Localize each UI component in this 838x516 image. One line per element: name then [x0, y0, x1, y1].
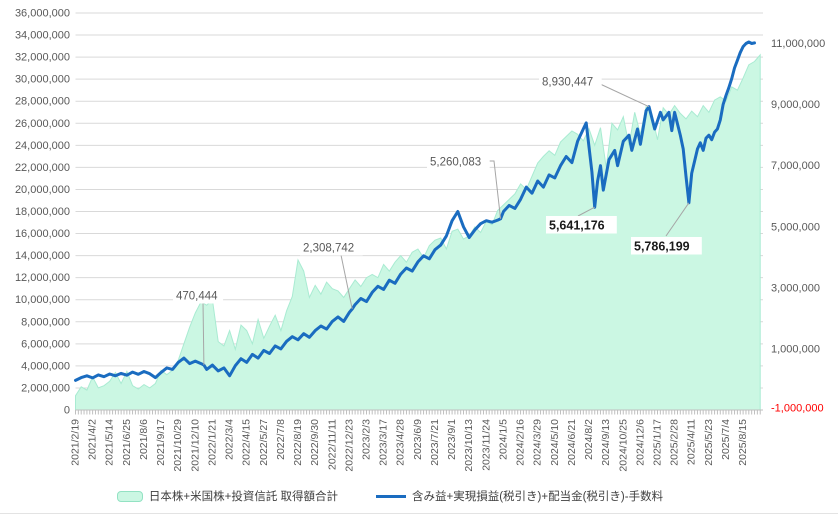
y-axis-right-label: 3,000,000	[771, 282, 820, 294]
x-axis-label: 2024/5/10	[549, 419, 561, 466]
x-axis-label: 2025/4/11	[686, 419, 698, 465]
annotation-leader	[577, 206, 595, 217]
annotation-bg	[539, 73, 602, 90]
x-axis-label: 2025/7/4	[720, 419, 732, 460]
annotation-label: 5,786,199	[634, 240, 690, 254]
annotation-label: 2,308,742	[303, 243, 354, 255]
y-axis-left-label: 26,000,000	[15, 118, 70, 130]
annotation-leader	[597, 82, 650, 108]
chart-legend: 日本株+米国株+投資信託 取得額合計 含み益+実現損益(税引き)+配当金(税引き…	[0, 488, 780, 504]
area-series-swatch	[116, 490, 143, 502]
acquisition-total-area	[75, 53, 761, 411]
chart-border	[0, 513, 838, 514]
profit-line	[74, 40, 756, 382]
x-axis-label: 2024/10/25	[617, 419, 629, 472]
x-axis-label: 2022/11/11	[326, 419, 338, 470]
x-axis-label: 2021/2/19	[70, 419, 82, 466]
legend-item-profit: 含み益+実現損益(税引き)+配当金(税引き)-手数料	[376, 488, 663, 504]
y-axis-right-label: 9,000,000	[771, 99, 820, 111]
annotation-label: 5,260,083	[430, 157, 481, 169]
x-axis-label: 2023/4/28	[395, 419, 407, 466]
x-axis-label: 2025/5/23	[703, 419, 715, 466]
y-axis-left-label: 8,000,000	[21, 316, 70, 328]
annotation-label: 5,641,176	[549, 219, 605, 233]
x-axis-label: 2021/8/6	[138, 419, 150, 460]
annotation-label: 470,444	[176, 291, 218, 303]
x-axis-label: 2021/12/10	[189, 419, 201, 472]
x-axis-label: 2025/1/17	[652, 419, 664, 466]
x-axis-label: 2023/3/17	[378, 419, 390, 466]
y-axis-left-label: 28,000,000	[15, 96, 70, 108]
chart-plot-area: 0 2,000,000 4,000,000 6,000,000 8,000,000 10,…	[15, 8, 825, 472]
y-axis-right-label: -1,000,000	[771, 403, 824, 415]
x-axis-label: 2022/7/8	[275, 419, 287, 460]
y-axis-left-label: 14,000,000	[15, 250, 70, 262]
x-axis-label: 2023/7/21	[429, 419, 441, 466]
y-axis-left-label: 10,000,000	[15, 294, 70, 306]
y-axis-left-label: 6,000,000	[21, 338, 70, 350]
x-axis-label: 2021/4/2	[87, 419, 99, 460]
x-axis-label: 2024/1/5	[497, 419, 509, 460]
line-series-swatch	[376, 494, 407, 498]
legend-label-acquisition-total: 日本株+米国株+投資信託 取得額合計	[148, 491, 339, 503]
x-axis-label: 2023/11/24	[480, 419, 492, 471]
annotation-bg	[631, 237, 702, 255]
x-axis-label: 2023/9/1	[446, 419, 458, 460]
y-axis-right-label: 11,000,000	[771, 38, 825, 50]
y-axis-left-label: 20,000,000	[15, 184, 70, 196]
x-axis-label: 2021/6/25	[121, 419, 133, 466]
x-axis-label: 2024/2/16	[515, 419, 527, 466]
x-axis-label: 2024/6/21	[566, 419, 578, 466]
annotation-label: 8,930,447	[542, 77, 593, 89]
y-axis-left-label: 22,000,000	[15, 162, 70, 174]
x-axis-label: 2022/5/27	[258, 419, 270, 466]
x-axis-label: 2024/9/13	[600, 419, 612, 466]
y-axis-left-label: 34,000,000	[15, 30, 70, 42]
y-axis-left-label: 0	[64, 405, 70, 417]
x-axis-label: 2022/4/15	[241, 419, 253, 466]
x-axis-label: 2024/3/29	[532, 419, 544, 466]
y-axis-left-label: 36,000,000	[15, 8, 70, 20]
y-axis-left-label: 18,000,000	[15, 206, 70, 218]
y-axis-left-label: 12,000,000	[15, 272, 70, 284]
x-axis-label: 2025/2/28	[669, 419, 681, 466]
x-axis-label: 2022/1/21	[206, 419, 218, 466]
y-axis-right-label: 1,000,000	[771, 343, 820, 355]
x-axis-label: 2021/5/14	[104, 419, 116, 466]
y-axis-left-label: 30,000,000	[15, 74, 70, 86]
annotation-leader	[202, 301, 205, 366]
x-axis-label: 2021/9/17	[155, 419, 167, 466]
y-axis-left-label: 2,000,000	[21, 382, 70, 394]
x-axis-label: 2022/3/4	[224, 419, 236, 460]
annotation-bg	[300, 239, 363, 256]
x-axis-label: 2022/12/23	[343, 419, 355, 472]
y-axis-right-label: 5,000,000	[771, 221, 820, 233]
x-axis-label: 2021/10/29	[172, 419, 184, 472]
y-axis-left-label: 24,000,000	[15, 140, 70, 152]
y-axis-left-label: 32,000,000	[15, 52, 70, 64]
legend-label-profit: 含み益+実現損益(税引き)+配当金(税引き)-手数料	[412, 491, 664, 503]
annotation-leader	[340, 254, 353, 310]
y-axis-left-label: 4,000,000	[21, 360, 70, 372]
annotation-bg	[173, 287, 224, 304]
annotation-bg	[546, 216, 617, 234]
x-axis-label: 2025/8/15	[737, 419, 749, 466]
annotation-leader	[665, 202, 690, 237]
x-axis-label: 2022/8/19	[292, 419, 304, 466]
x-axis-label: 2023/6/9	[412, 419, 424, 460]
x-axis-label: 2024/8/2	[583, 419, 595, 460]
x-axis-label: 2022/9/30	[309, 419, 321, 466]
x-axis-label: 2024/12/6	[634, 419, 646, 466]
annotation-bg	[427, 153, 490, 170]
y-axis-left-label: 16,000,000	[15, 228, 70, 240]
legend-item-acquisition-total: 日本株+米国株+投資信託 取得額合計	[116, 488, 339, 504]
x-axis-label: 2023/2/3	[361, 419, 373, 460]
x-axis-label: 2023/10/13	[463, 419, 475, 472]
y-axis-right-label: 7,000,000	[771, 160, 820, 172]
